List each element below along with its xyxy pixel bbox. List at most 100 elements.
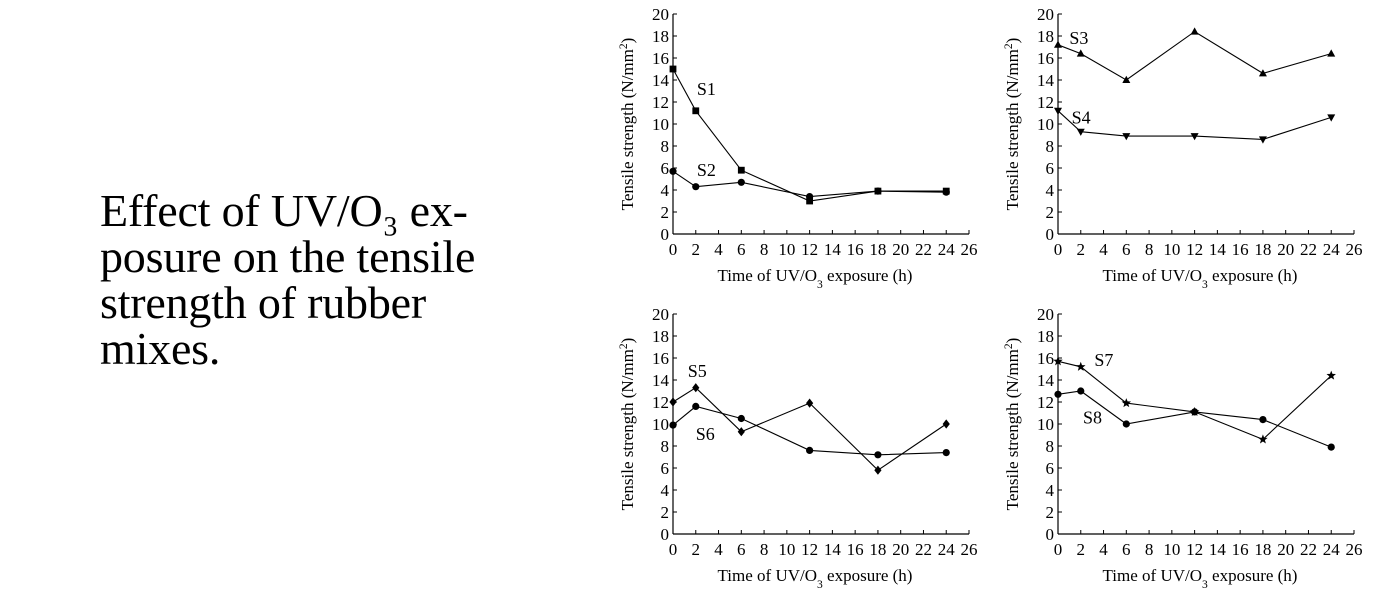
series-line <box>672 170 947 198</box>
y-tick-label: 16 <box>652 349 669 368</box>
data-point-marker <box>1121 398 1132 408</box>
x-tick-label: 8 <box>760 540 769 559</box>
series-label: S4 <box>1072 107 1091 127</box>
series-line <box>1057 110 1332 140</box>
data-point-marker <box>942 188 950 196</box>
caption-line: strength of rubber <box>100 277 426 328</box>
data-point-marker <box>669 65 677 73</box>
y-tick-label: 14 <box>652 71 670 90</box>
data-point-marker <box>942 449 950 457</box>
data-point-marker <box>1053 356 1063 366</box>
y-tick-label: 0 <box>661 225 670 244</box>
data-point-marker <box>669 167 677 175</box>
x-tick-label: 8 <box>1145 240 1154 259</box>
y-axis-label: Tensile strength (N/mm2) <box>617 38 638 211</box>
x-tick-label: 4 <box>714 240 723 259</box>
x-tick-label: 24 <box>938 540 956 559</box>
y-tick-label: 2 <box>661 503 670 522</box>
x-tick-label: 22 <box>915 540 932 559</box>
y-tick-label: 6 <box>1046 159 1055 178</box>
series-line <box>1057 30 1332 81</box>
x-tick-label: 0 <box>669 540 678 559</box>
series-label: S7 <box>1094 350 1113 370</box>
x-tick-label: 22 <box>1300 240 1317 259</box>
x-tick-label: 14 <box>1209 540 1227 559</box>
y-tick-label: 20 <box>652 5 669 24</box>
x-tick-label: 14 <box>824 240 842 259</box>
y-tick-label: 10 <box>1037 415 1054 434</box>
y-tick-label: 18 <box>1037 327 1054 346</box>
x-tick-label: 10 <box>1163 540 1180 559</box>
y-tick-label: 20 <box>1037 305 1054 324</box>
data-point-marker <box>1258 136 1267 144</box>
caption-line: posure on the tensile <box>100 231 476 282</box>
y-tick-label: 6 <box>661 159 670 178</box>
y-tick-label: 2 <box>1046 503 1055 522</box>
x-tick-label: 4 <box>714 540 723 559</box>
series-s6 <box>669 402 950 459</box>
x-axis-label: Time of UV/O3 exposure (h) <box>1103 566 1298 591</box>
y-tick-label: 14 <box>1037 71 1055 90</box>
chart-panel-s7-s8: 0 2 4 6 8 10 12 14 16 18 20 0 2 4 6 8 10 12 14 16 18 20 22 24 26… <box>990 300 1380 600</box>
data-point-marker <box>692 107 700 115</box>
x-tick-label: 26 <box>1346 540 1363 559</box>
x-tick-label: 0 <box>1054 540 1063 559</box>
series-label: S6 <box>696 424 715 444</box>
y-tick-label: 10 <box>1037 115 1054 134</box>
y-tick-label: 2 <box>661 203 670 222</box>
y-tick-label: 10 <box>652 415 669 434</box>
x-tick-label: 26 <box>1346 240 1363 259</box>
x-tick-label: 24 <box>938 240 956 259</box>
x-tick-label: 2 <box>1077 240 1086 259</box>
data-point-marker <box>1258 69 1267 77</box>
data-point-marker <box>1122 75 1131 83</box>
x-tick-label: 16 <box>847 540 864 559</box>
series-s4 <box>1054 107 1336 144</box>
series-label: S2 <box>697 160 716 180</box>
y-tick-label: 18 <box>652 327 669 346</box>
series-label: S8 <box>1083 407 1102 427</box>
y-tick-label: 20 <box>1037 5 1054 24</box>
x-tick-label: 20 <box>892 540 909 559</box>
data-point-marker <box>1076 49 1085 57</box>
x-tick-label: 18 <box>1254 240 1271 259</box>
x-tick-label: 4 <box>1099 540 1108 559</box>
y-tick-label: 0 <box>661 525 670 544</box>
x-tick-label: 12 <box>801 240 818 259</box>
x-tick-label: 20 <box>892 240 909 259</box>
y-tick-label: 8 <box>661 137 670 156</box>
y-tick-label: 4 <box>1046 181 1055 200</box>
data-point-marker <box>1190 133 1199 141</box>
x-tick-label: 6 <box>1122 540 1131 559</box>
y-tick-label: 8 <box>1046 437 1055 456</box>
data-point-marker <box>1327 114 1336 122</box>
series-label: S5 <box>688 361 707 381</box>
data-point-marker <box>874 451 882 459</box>
x-tick-label: 12 <box>1186 540 1203 559</box>
x-tick-label: 14 <box>824 540 842 559</box>
x-tick-label: 6 <box>737 540 746 559</box>
x-tick-label: 16 <box>1232 240 1249 259</box>
x-axis-label: Time of UV/O3 exposure (h) <box>1103 266 1298 291</box>
y-tick-label: 16 <box>1037 49 1054 68</box>
x-tick-label: 26 <box>961 540 978 559</box>
y-tick-label: 16 <box>1037 349 1054 368</box>
data-point-marker <box>692 183 700 191</box>
chart-panel-s1-s2: 0 2 4 6 8 10 12 14 16 18 20 0 2 4 6 8 10 12 14 16 18 20 22 24 26… <box>605 0 995 300</box>
data-point-marker <box>737 166 745 174</box>
chart-panel-s3-s4: 0 2 4 6 8 10 12 14 16 18 20 0 2 4 6 8 10 12 14 16 18 20 22 24 26… <box>990 0 1380 300</box>
x-tick-label: 24 <box>1323 540 1341 559</box>
x-tick-label: 0 <box>669 240 678 259</box>
y-axis-label: Tensile strength (N/mm2) <box>1002 38 1023 211</box>
data-point-marker <box>1122 133 1131 141</box>
x-tick-label: 10 <box>778 240 795 259</box>
x-tick-label: 20 <box>1277 240 1294 259</box>
data-point-marker <box>1054 390 1062 398</box>
y-tick-label: 2 <box>1046 203 1055 222</box>
y-tick-label: 20 <box>652 305 669 324</box>
series-s8 <box>1054 387 1335 451</box>
x-tick-label: 0 <box>1054 240 1063 259</box>
data-point-marker <box>1327 443 1335 451</box>
